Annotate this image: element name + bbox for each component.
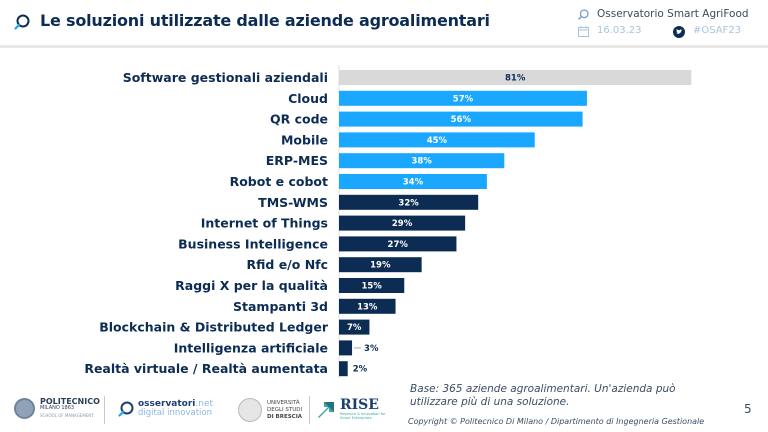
category-label-intelligenza-artificiale: Intelligenza artificiale — [174, 340, 328, 355]
rise-name: RISE — [340, 397, 379, 413]
bar-raggi-x-per-la-qualita — [339, 278, 405, 293]
value-label-tms-wms: 32% — [398, 198, 419, 208]
osservatori-name: osservatori — [138, 399, 196, 409]
search-bubble-icon — [578, 8, 589, 20]
value-label-mobile: 45% — [427, 136, 448, 146]
bar-robot-e-cobot — [339, 174, 487, 189]
polimi-school: SCHOOL OF MANAGEMENT — [40, 413, 94, 418]
value-label-intelligenza-artificiale: 3% — [364, 344, 379, 354]
page-number: 5 — [744, 402, 752, 416]
value-label-internet-of-things: 29% — [392, 219, 413, 229]
polimi-seal-icon — [14, 398, 35, 419]
category-label-cloud: Cloud — [288, 91, 328, 106]
bar-realta-virtuale-realta-aumentata — [339, 361, 348, 377]
polimi-logo: POLITECNICO MILANO 1863 SCHOOL OF MANAGE… — [14, 398, 100, 419]
page-title: Le soluzioni utilizzate dalle aziende ag… — [40, 11, 490, 30]
category-label-qr-code: QR code — [270, 112, 328, 127]
osservatori-logo: osservatori.net digital innovation — [118, 400, 213, 418]
logo-divider — [104, 396, 105, 424]
value-label-stampanti-3d: 13% — [357, 302, 378, 312]
logo-divider — [309, 396, 310, 424]
osservatori-tagline: digital innovation — [138, 408, 212, 418]
osservatori-suffix: .net — [195, 399, 214, 409]
bar-group: Software gestionali aziendali 81% Cloud 57%… — [84, 70, 692, 377]
unibs-seal-icon — [238, 398, 262, 422]
category-label-tms-wms: TMS-WMS — [258, 195, 328, 210]
calendar-icon — [578, 26, 589, 37]
unibs-line2: DEGLI STUDI — [267, 406, 303, 413]
bar-qr-code — [339, 111, 583, 127]
value-label-cloud: 57% — [453, 94, 474, 104]
bar-blockchain-distributed-ledger — [339, 319, 370, 335]
header-divider — [0, 45, 768, 48]
twitter-icon — [673, 26, 685, 38]
value-label-software-gestionali-aziendali: 81% — [505, 74, 526, 84]
unibs-line1: UNIVERSITÀ — [267, 399, 300, 406]
category-label-blockchain-distributed-ledger: Blockchain & Distributed Ledger — [99, 320, 329, 335]
category-label-raggi-x-per-la-qualita: Raggi X per la qualità — [175, 278, 328, 293]
header: Le soluzioni utilizzate dalle aziende ag… — [0, 0, 768, 46]
value-label-robot-e-cobot: 34% — [403, 178, 424, 188]
rise-tagline: Research & Innovation for Smart Enterpri… — [340, 412, 386, 420]
search-bubble-icon — [118, 401, 134, 417]
bar-mobile — [339, 132, 535, 148]
unibs-line3: DI BRESCIA — [267, 413, 303, 420]
bar-cloud — [339, 90, 587, 106]
value-label-business-intelligence: 27% — [388, 240, 409, 250]
value-label-qr-code: 56% — [451, 115, 472, 125]
value-label-blockchain-distributed-ledger: 7% — [347, 323, 362, 333]
category-label-robot-e-cobot: Robot e cobot — [230, 174, 328, 189]
copyright: Copyright © Politecnico Di Milano / Dipa… — [408, 417, 705, 426]
observatory-info: Osservatorio Smart AgriFood — [578, 8, 749, 20]
hashtag[interactable]: #OSAF23 — [693, 25, 742, 36]
category-label-rfid-e-o-nfc: Rfid e/o Nfc — [247, 257, 328, 272]
bar-rfid-e-o-nfc — [339, 257, 422, 273]
unibs-logo: UNIVERSITÀ DEGLI STUDI DI BRESCIA — [238, 398, 302, 422]
bar-internet-of-things — [339, 215, 466, 231]
bar-intelligenza-artificiale — [339, 340, 353, 356]
rise-logo: RISE Research & Innovation for Smart Ent… — [316, 398, 390, 420]
observatory-name: Osservatorio Smart AgriFood — [597, 8, 749, 20]
polimi-sub: MILANO 1863 — [40, 405, 75, 411]
category-label-mobile: Mobile — [281, 132, 328, 147]
bar-erp-mes — [339, 153, 505, 169]
value-label-erp-mes: 38% — [411, 157, 432, 167]
bar-stampanti-3d — [339, 298, 396, 314]
bar-business-intelligence — [339, 236, 457, 252]
polimi-name: POLITECNICO — [40, 397, 100, 406]
value-label-raggi-x-per-la-qualita: 15% — [361, 282, 382, 292]
bar-chart: Software gestionali aziendali 81% Cloud 57%… — [84, 65, 692, 378]
value-label-realta-virtuale-realta-aumentata: 2% — [353, 365, 368, 375]
bar-tms-wms — [339, 194, 479, 210]
event-date: 16.03.23 — [597, 25, 642, 36]
search-bubble-icon — [14, 14, 30, 30]
category-label-software-gestionali-aziendali: Software gestionali aziendali — [123, 70, 328, 85]
category-label-internet-of-things: Internet of Things — [201, 216, 328, 231]
bar-software-gestionali-aziendali — [339, 70, 692, 85]
value-label-rfid-e-o-nfc: 19% — [370, 261, 391, 271]
category-label-erp-mes: ERP-MES — [266, 153, 328, 168]
category-label-business-intelligence: Business Intelligence — [178, 236, 328, 251]
category-label-realta-virtuale-realta-aumentata: Realtà virtuale / Realtà aumentata — [84, 361, 328, 376]
category-label-stampanti-3d: Stampanti 3d — [233, 299, 328, 314]
base-note: Base: 365 aziende agroalimentari. Un'azi… — [410, 383, 676, 408]
arrow-icon — [318, 402, 334, 418]
